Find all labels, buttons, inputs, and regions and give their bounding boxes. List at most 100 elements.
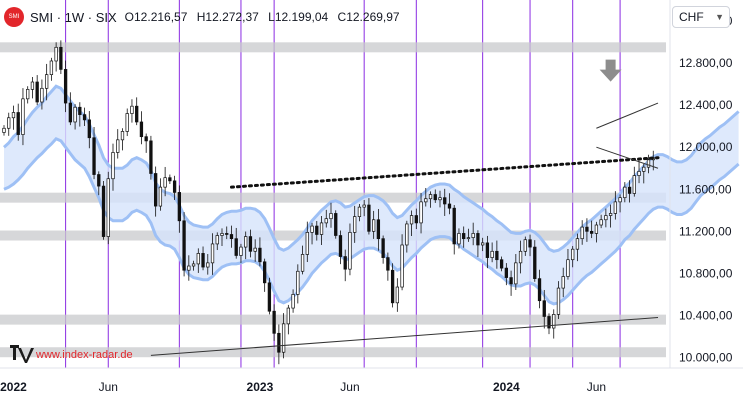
candle-body	[528, 239, 532, 248]
candle-body	[438, 197, 442, 201]
candle-body	[443, 197, 447, 205]
time-tick-label: 2023	[247, 380, 274, 394]
candle-body	[547, 316, 551, 329]
candle-body	[386, 257, 390, 271]
candle-body	[329, 213, 333, 220]
down-arrow-icon	[599, 59, 622, 82]
candle-body	[357, 206, 362, 217]
candle-body	[258, 247, 262, 263]
candle-body	[523, 239, 527, 252]
candle-body	[248, 236, 253, 252]
candle-body	[153, 173, 158, 207]
candle-body	[78, 106, 82, 115]
candle-body	[480, 242, 485, 246]
candle-body	[424, 198, 428, 203]
candle-body	[201, 253, 205, 268]
watermark: www.index-radar.de	[10, 345, 133, 363]
candle-body	[462, 233, 466, 240]
horizontal-zone	[0, 192, 666, 203]
candle-body	[627, 186, 632, 194]
close-value: C12.269,97	[337, 10, 400, 24]
candle-body	[97, 174, 101, 187]
down-arrow-shape	[599, 59, 622, 82]
candle-body	[172, 180, 177, 193]
time-tick-label: Jun	[99, 380, 118, 394]
candle-body	[116, 139, 120, 153]
price-tick-label: 10.800,00	[679, 266, 733, 280]
candle-body	[163, 177, 167, 188]
candle-body	[144, 136, 148, 142]
candle-body	[21, 98, 25, 135]
candle-body	[457, 233, 461, 245]
candle-body	[149, 140, 153, 174]
price-tick-label: 10.000,00	[679, 350, 733, 364]
candle-body	[291, 294, 295, 309]
candle-body	[338, 235, 343, 257]
symbol-label[interactable]: SMI · 1W · SIX	[30, 9, 117, 25]
candle-body	[552, 314, 556, 329]
candle-body	[54, 46, 58, 62]
candle-body	[2, 127, 6, 133]
time-axis[interactable]: 2022 Jun 2023 Jun 2024 Jun	[0, 380, 606, 394]
candle-body	[476, 233, 480, 246]
candle-body	[509, 277, 513, 285]
candle-body	[40, 87, 44, 103]
candle-body	[244, 236, 248, 248]
candle-body	[310, 225, 314, 233]
logo-text: SMI	[8, 14, 20, 20]
price-tick-label: 11.200,00	[679, 224, 732, 238]
open-value: O12.216,57	[124, 10, 188, 24]
candle-body	[490, 250, 494, 258]
candle-body	[158, 186, 163, 207]
time-tick-label: Jun	[587, 380, 606, 394]
band-fill	[4, 86, 739, 304]
candle-body	[49, 60, 54, 76]
upper-band-line	[3, 84, 740, 253]
candle-body	[637, 171, 641, 176]
candle-body	[267, 282, 272, 312]
ohlc-values: O12.216,57 H12.272,37 L12.199,04 C12.269…	[125, 10, 406, 24]
horizontal-zone	[0, 42, 666, 53]
candle-body	[130, 105, 134, 114]
candle-body	[277, 332, 281, 353]
candle-body	[381, 238, 385, 258]
smi-logo-icon: SMI	[4, 7, 24, 27]
currency-label: CHF	[679, 10, 704, 24]
candle-body	[409, 215, 414, 225]
candle-body	[315, 225, 319, 235]
candle-body	[466, 237, 471, 240]
time-tick-label: 2022	[0, 380, 27, 394]
candle-body	[101, 185, 106, 237]
currency-select[interactable]: CHF ▼	[672, 6, 730, 28]
candle-body	[68, 102, 73, 123]
candle-body	[580, 226, 584, 240]
candle-body	[239, 246, 243, 256]
chevron-down-icon: ▼	[715, 12, 724, 22]
candle-body	[135, 105, 139, 123]
candle-body	[296, 270, 300, 295]
price-tick-label: 12.800,00	[679, 56, 733, 70]
candle-body	[599, 219, 603, 226]
candle-body	[300, 254, 305, 272]
time-tick-label: Jun	[340, 380, 359, 394]
triangle-upper-line	[596, 102, 659, 129]
candle-body	[215, 235, 219, 245]
candle-body	[206, 262, 210, 268]
price-tick-label: 12.000,00	[679, 140, 733, 154]
price-axis[interactable]: 10.000,00 10.400,00 10.800,00 11.200,00 11.6…	[679, 14, 733, 364]
candle-body	[92, 137, 96, 175]
candle-body	[499, 259, 504, 269]
time-tick-label: 2024	[493, 380, 520, 394]
candle-body	[642, 166, 646, 172]
candle-body	[182, 220, 186, 271]
candles	[2, 40, 655, 365]
candle-body	[168, 177, 172, 182]
horizontal-zone	[0, 314, 666, 325]
candle-body	[272, 310, 276, 334]
candle-body	[191, 263, 196, 267]
candle-body	[59, 46, 63, 70]
candle-body	[106, 178, 110, 237]
dotted-trendline	[229, 156, 660, 189]
candle-body	[11, 112, 16, 119]
